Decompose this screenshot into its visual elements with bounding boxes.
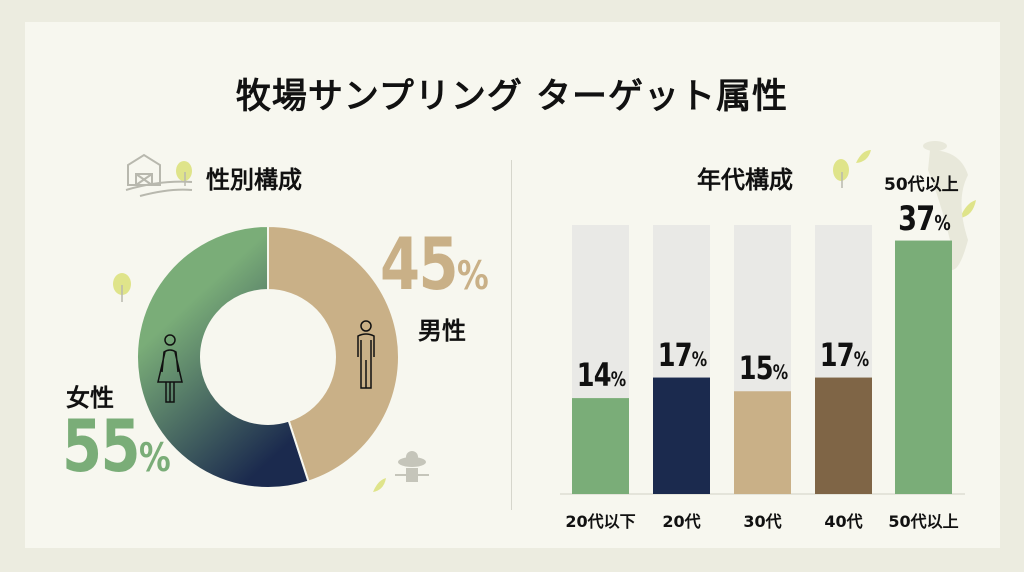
bar-40代 — [815, 377, 872, 494]
female-percentage: 55% — [62, 404, 171, 488]
category-label: 20代以下 — [565, 512, 636, 531]
barn-icon — [125, 153, 193, 197]
bar-20代 — [653, 377, 710, 494]
bar-value-label: 17% — [819, 335, 868, 374]
bar-30代 — [734, 391, 791, 494]
leaf-icon — [856, 150, 871, 163]
bar-value-label: 37% — [897, 198, 951, 239]
bar-20代以下 — [572, 398, 629, 494]
highlight-category-label: 50代以上 — [884, 175, 959, 195]
male-percentage: 45% — [380, 222, 489, 306]
gender-section-title: 性別構成 — [206, 166, 302, 194]
page-title: 牧場サンプリング ターゲット属性 — [235, 77, 789, 117]
section-divider — [511, 160, 512, 510]
donut-slice-female — [136, 224, 310, 489]
female-label: 女性 — [66, 384, 114, 412]
bar-value-label: 15% — [738, 349, 787, 388]
bar-value-label: 17% — [657, 335, 706, 374]
tree-icon — [113, 273, 131, 302]
bar-value-label: 14% — [576, 356, 625, 395]
category-label: 30代 — [743, 512, 782, 531]
tree-icon — [176, 161, 192, 186]
category-label: 40代 — [824, 512, 863, 531]
donut-slice-male — [267, 224, 400, 483]
leaf-icon — [960, 200, 976, 218]
male-person-icon — [357, 320, 375, 389]
leaf-icon — [373, 478, 386, 492]
farmer-silhouette-icon — [923, 141, 968, 270]
category-label: 50代以上 — [888, 512, 959, 531]
tree-icon — [833, 159, 849, 188]
farmer-icon — [395, 451, 429, 482]
female-person-icon — [157, 334, 183, 403]
male-label: 男性 — [418, 317, 466, 345]
category-label: 20代 — [662, 512, 701, 531]
bar-50代以上 — [895, 240, 952, 494]
age-section-title: 年代構成 — [697, 166, 793, 194]
